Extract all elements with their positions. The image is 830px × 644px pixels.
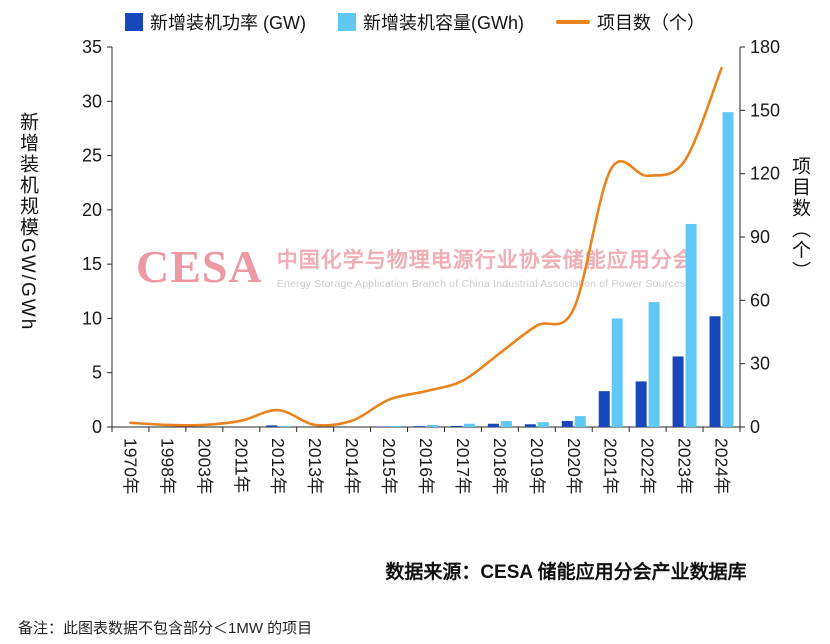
right-axis-tick-label: 180 [750, 37, 780, 57]
bar-power-2018年 [487, 423, 499, 427]
left-axis-tick-label: 0 [92, 417, 102, 437]
bar-capacity-2021年 [611, 318, 623, 427]
projects-count-line [129, 66, 723, 427]
x-axis-label: 1998年 [157, 438, 177, 494]
right-axis-tick-label: 90 [750, 227, 770, 247]
bar-capacity-2019年 [537, 422, 549, 427]
bar-capacity-2012年 [279, 425, 291, 427]
right-axis-tick-label: 150 [750, 100, 780, 120]
bar-power-2023年 [672, 356, 684, 427]
bar-capacity-2018年 [500, 421, 512, 427]
left-axis-tick-label: 35 [82, 37, 102, 57]
data-source-caption: 数据来源：CESA 储能应用分会产业数据库 [385, 562, 747, 583]
left-axis-title: 新增装机规模GW/GWh [17, 112, 38, 332]
x-axis-label: 1970年 [120, 438, 140, 494]
legend-label-capacity: 新增装机容量(GWh) [362, 13, 524, 33]
bar-capacity-2015年 [390, 425, 402, 427]
x-axis-label: 2013年 [305, 438, 325, 494]
x-axis-label: 2020年 [564, 438, 584, 494]
x-axis-label: 2015年 [379, 438, 399, 494]
legend-item-capacity: 新增装机容量(GWh) [337, 9, 524, 35]
legend-item-projects: 项目数（个） [555, 9, 705, 35]
bar-power-2024年 [709, 316, 721, 427]
x-axis-label: 2019年 [527, 438, 547, 494]
x-axis-label: 2023年 [675, 438, 695, 494]
right-axis-tick-label: 30 [750, 354, 770, 374]
footnote: 备注：此图表数据不包含部分＜1MW 的项目 [18, 620, 313, 637]
bar-capacity-2016年 [427, 424, 438, 427]
x-axis-label: 2017年 [453, 438, 473, 494]
bar-capacity-2017年 [463, 423, 475, 427]
x-axis-label: 2014年 [342, 438, 362, 494]
x-axis-label: 2022年 [638, 438, 658, 494]
x-axis-label: 2016年 [416, 438, 436, 494]
right-axis-tick-label: 120 [750, 164, 780, 184]
bar-power-2017年 [450, 425, 462, 427]
x-axis-label: 2011年 [231, 438, 251, 493]
legend-label-projects: 项目数（个） [596, 13, 705, 33]
left-axis-tick-label: 25 [82, 146, 102, 166]
bar-power-2021年 [598, 391, 610, 427]
chart-legend: 新增装机功率 (GW) 新增装机容量(GWh) 项目数（个） [0, 9, 830, 35]
left-axis-tick-label: 10 [82, 308, 102, 328]
x-axis-label: 2018年 [490, 438, 510, 494]
projects-line-swatch-icon [555, 20, 590, 24]
bar-capacity-2022年 [648, 302, 660, 427]
bar-power-2015年 [377, 426, 389, 427]
bar-power-2022年 [635, 381, 647, 427]
x-axis-label: 2024年 [712, 438, 732, 494]
left-axis-tick-label: 30 [82, 91, 102, 111]
legend-label-power: 新增装机功率 (GW) [150, 13, 306, 33]
right-axis-tick-label: 60 [750, 290, 770, 310]
left-axis-tick-label: 5 [92, 363, 102, 383]
legend-item-power: 新增装机功率 (GW) [125, 9, 306, 35]
bar-capacity-2020年 [574, 416, 586, 427]
left-axis-tick-label: 20 [82, 200, 102, 220]
bar-capacity-2024年 [722, 112, 734, 428]
bar-power-2016年 [414, 426, 425, 427]
bar-power-2020年 [561, 421, 573, 427]
cesa-logo: CESA [136, 241, 263, 292]
right-axis-title: 项目数（个） [789, 156, 810, 282]
power-bar-swatch-icon [125, 13, 143, 31]
right-axis-tick-label: 0 [750, 417, 760, 437]
bar-capacity-2023年 [685, 223, 697, 427]
x-axis-label: 2003年 [194, 438, 214, 494]
x-axis-label: 2021年 [601, 438, 621, 494]
bar-power-2019年 [524, 424, 536, 427]
left-axis-tick-label: 15 [82, 254, 102, 274]
capacity-bar-swatch-icon [337, 13, 356, 31]
x-axis-label: 2012年 [268, 438, 288, 494]
bar-power-2012年 [266, 425, 278, 427]
